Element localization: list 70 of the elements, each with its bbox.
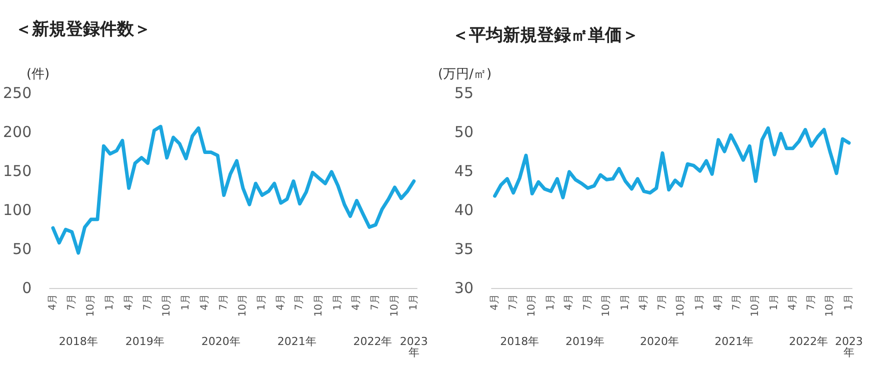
y-tick-label: 0 — [22, 279, 32, 297]
text: 2021年 — [714, 335, 754, 348]
x-tick-label: 10月 — [389, 294, 400, 317]
x-tick-label: 10月 — [86, 294, 97, 317]
y-tick-label: 250 — [2, 84, 32, 102]
x-tick-label: 10月 — [313, 294, 324, 317]
y-axis-title: (万円/㎡) — [438, 67, 492, 82]
x-tick-label: 1月 — [545, 294, 556, 310]
x-tick-label: 4月 — [638, 294, 650, 310]
x-tick-label: 4月 — [489, 294, 500, 310]
x-tick-label: 10月 — [750, 294, 762, 317]
x-tick-label: 4月 — [351, 294, 362, 310]
x-tick-label: 1月 — [768, 294, 780, 310]
x-tick-label: 10月 — [824, 294, 836, 317]
text: 2023年 — [834, 335, 863, 359]
x-tick-label: 1月 — [843, 294, 854, 310]
x-tick-label: 10月 — [601, 294, 612, 317]
text: 2023年 — [400, 335, 428, 359]
x-tick-label: 7月 — [66, 294, 78, 310]
y-tick-label: 40 — [454, 201, 474, 219]
x-tick-label: 7月 — [142, 294, 154, 310]
y-axis-title: (件) — [26, 67, 50, 82]
x-tick-label: 4月 — [123, 294, 134, 310]
text: 2020年 — [201, 335, 240, 348]
y-tick-label: 150 — [2, 162, 32, 180]
y-tick-label: 45 — [454, 162, 474, 180]
line-series — [493, 126, 851, 200]
x-tick-label: 7月 — [582, 294, 594, 310]
text: 2022年 — [353, 335, 392, 348]
y-tick-label: 30 — [454, 279, 474, 297]
text: 2021年 — [277, 335, 316, 348]
text: 2022年 — [789, 335, 828, 348]
x-tick-label: 7月 — [294, 294, 306, 310]
x-tick-label: 7月 — [508, 294, 519, 310]
x-tick-label: 4月 — [712, 294, 724, 310]
y-tick-label: 200 — [2, 123, 32, 141]
y-tick-label: 55 — [454, 84, 474, 102]
x-tick-label: 1月 — [180, 294, 192, 310]
x-tick-label: 10月 — [237, 294, 248, 317]
y-tick-label: 100 — [2, 201, 32, 219]
text: 2020年 — [640, 335, 680, 348]
x-tick-label: 7月 — [656, 294, 668, 310]
x-tick-label: 1月 — [620, 294, 631, 310]
x-tick-label: 10月 — [161, 294, 172, 317]
text: 2018年 — [58, 335, 98, 348]
line-series — [51, 124, 416, 255]
x-tick-label: 7月 — [370, 294, 382, 310]
x-tick-label: 4月 — [787, 294, 798, 310]
x-tick-label: 1月 — [104, 294, 116, 310]
x-tick-label: 10月 — [526, 294, 538, 317]
text: 2019年 — [565, 335, 604, 348]
x-tick-label: 1月 — [694, 294, 706, 310]
x-tick-label: 4月 — [199, 294, 210, 310]
x-tick-label: 1月 — [408, 294, 420, 310]
y-tick-label: 50 — [454, 123, 474, 141]
text: 2019年 — [125, 335, 164, 348]
x-tick-label: 7月 — [218, 294, 230, 310]
x-tick-label: 7月 — [806, 294, 817, 310]
x-tick-label: 1月 — [256, 294, 268, 310]
text: 2018年 — [500, 335, 540, 348]
y-tick-label: 50 — [12, 240, 32, 258]
chart-title: ＜新規登録件数＞ — [15, 20, 151, 40]
y-tick-label: 35 — [454, 240, 474, 258]
x-tick-label: 4月 — [275, 294, 286, 310]
x-tick-label: 4月 — [47, 294, 58, 310]
x-tick-label: 10月 — [676, 294, 687, 317]
chart-title: ＜平均新規登録㎡単価＞ — [452, 26, 639, 46]
x-tick-label: 1月 — [332, 294, 344, 310]
x-tick-label: 4月 — [564, 294, 575, 310]
x-tick-label: 7月 — [731, 294, 742, 310]
